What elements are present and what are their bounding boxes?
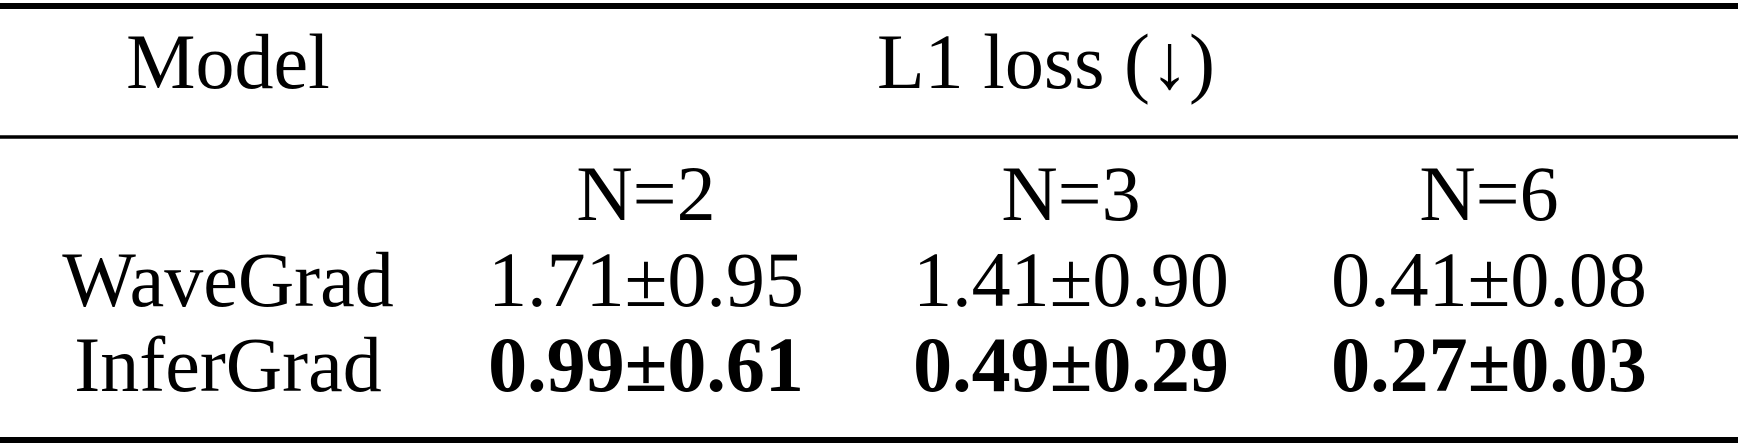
header-model: Model	[126, 18, 330, 105]
row-cell: 1.71±0.95	[488, 236, 804, 323]
row-cell: 0.99±0.61	[488, 321, 804, 408]
row-cell: 0.27±0.03	[1331, 321, 1647, 408]
row-cell: 0.41±0.08	[1331, 236, 1647, 323]
header-metric: L1 loss (↓)	[877, 18, 1215, 105]
subheader-cell: N=2	[576, 150, 715, 237]
row-model: WaveGrad	[62, 236, 394, 323]
row-model: InferGrad	[74, 321, 381, 408]
row-cell: 1.41±0.90	[913, 236, 1229, 323]
subheader-cell: N=6	[1419, 150, 1558, 237]
row-cell: 0.49±0.29	[913, 321, 1229, 408]
subheader-cell: N=3	[1001, 150, 1140, 237]
